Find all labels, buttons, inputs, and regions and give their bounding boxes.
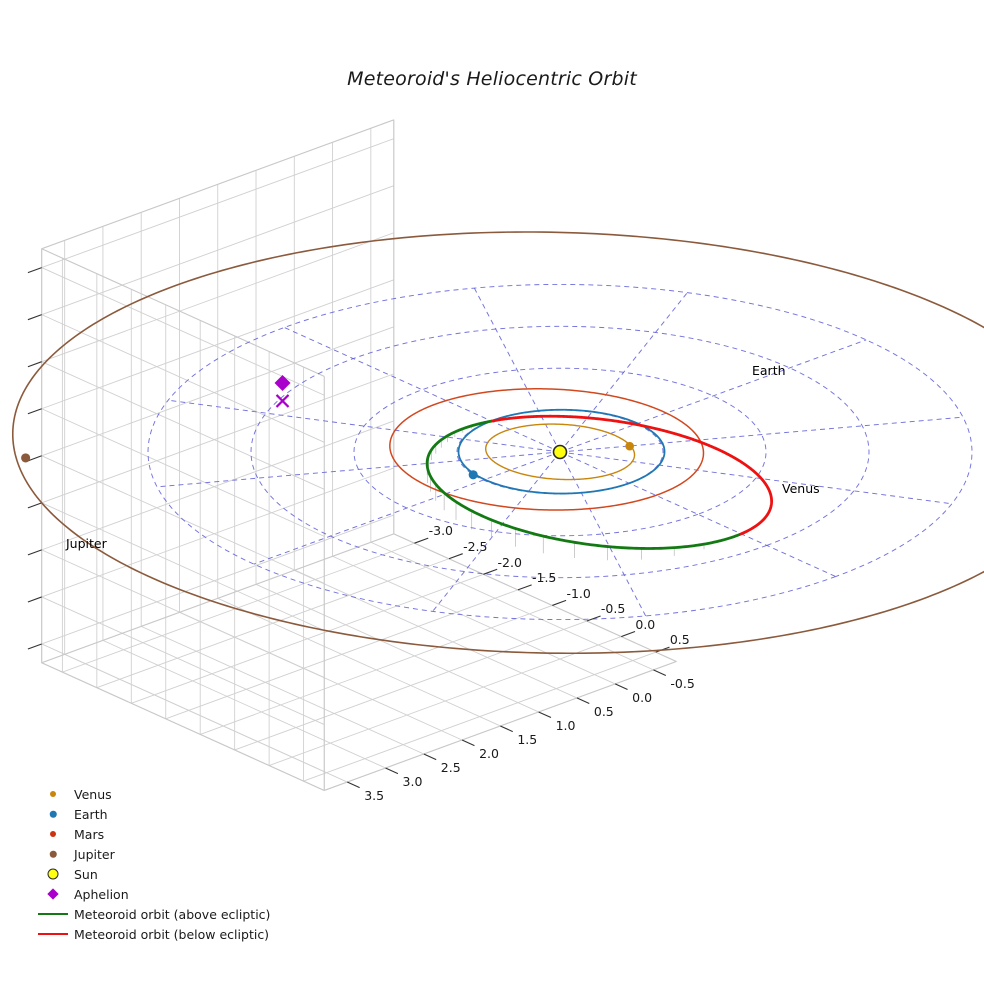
earth-label: Earth: [752, 363, 786, 378]
legend-item-meteoroid-orbit-below-ecliptic[interactable]: Meteoroid orbit (below ecliptic): [36, 924, 306, 944]
legend-item-mars[interactable]: Mars: [36, 824, 306, 844]
y-tick-1: 0.0: [632, 689, 653, 705]
legend-label: Meteoroid orbit (above ecliptic): [74, 906, 271, 922]
y-tick-0: -0.5: [670, 675, 695, 691]
y-tick-7: 3.0: [402, 774, 423, 790]
sun-dot-icon: [36, 864, 70, 884]
x-tick-2: -2.0: [497, 554, 522, 570]
x-tick-4: -1.0: [566, 585, 591, 601]
body-markers-group: [21, 374, 634, 480]
red-line-icon: [36, 924, 70, 944]
venus-dot-icon: [36, 784, 70, 804]
y-tick-6: 2.5: [440, 760, 461, 775]
legend-label: Earth: [74, 806, 108, 822]
jupiter-label: Jupiter: [66, 536, 107, 551]
mars-dot-icon: [36, 824, 70, 844]
x-tick-1: -2.5: [463, 538, 488, 554]
planet-orbits-group: [11, 231, 984, 655]
legend-label: Jupiter: [74, 846, 115, 862]
box-gridlines-group: [41, 119, 677, 791]
legend-label: Mars: [74, 826, 105, 842]
legend-item-earth[interactable]: Earth: [36, 804, 306, 824]
page-title: Meteoroid's Heliocentric Orbit: [347, 68, 637, 90]
x-tick-7: 0.5: [669, 632, 690, 648]
jupiter-dot-icon: [36, 844, 70, 864]
x-tick-5: -0.5: [600, 601, 626, 617]
legend-item-aphelion[interactable]: Aphelion: [36, 884, 306, 904]
x-tick-6: 0.0: [635, 616, 656, 632]
aphelion-diamond-icon: [36, 884, 70, 904]
axis-ticks-group: [27, 267, 670, 789]
legend: Venus Earth Mars Jupiter Sun Aphelion Meteoroi…: [36, 784, 306, 944]
legend-label: Venus: [74, 786, 112, 802]
y-tick-8: 3.5: [364, 788, 385, 804]
legend-item-jupiter[interactable]: Jupiter: [36, 844, 306, 864]
y-tick-2: 0.5: [593, 703, 614, 719]
meteoroid-orbit-group: [425, 414, 773, 550]
y-tick-4: 1.5: [517, 731, 538, 747]
x-tick-0: -3.0: [428, 523, 453, 539]
venus-label: Venus: [782, 481, 820, 496]
legend-item-meteoroid-orbit-above-ecliptic[interactable]: Meteoroid orbit (above ecliptic): [36, 904, 306, 924]
legend-item-sun[interactable]: Sun: [36, 864, 306, 884]
green-line-icon: [36, 904, 70, 924]
y-tick-3: 1.0: [555, 717, 576, 733]
legend-label: Aphelion: [74, 886, 129, 902]
earth-dot-icon: [36, 804, 70, 824]
x-tick-3: -1.5: [532, 570, 557, 586]
polar-grid-group: [147, 283, 973, 621]
legend-label: Meteoroid orbit (below ecliptic): [74, 926, 270, 942]
y-tick-5: 2.0: [479, 745, 499, 761]
legend-label: Sun: [74, 866, 98, 882]
legend-item-venus[interactable]: Venus: [36, 784, 306, 804]
